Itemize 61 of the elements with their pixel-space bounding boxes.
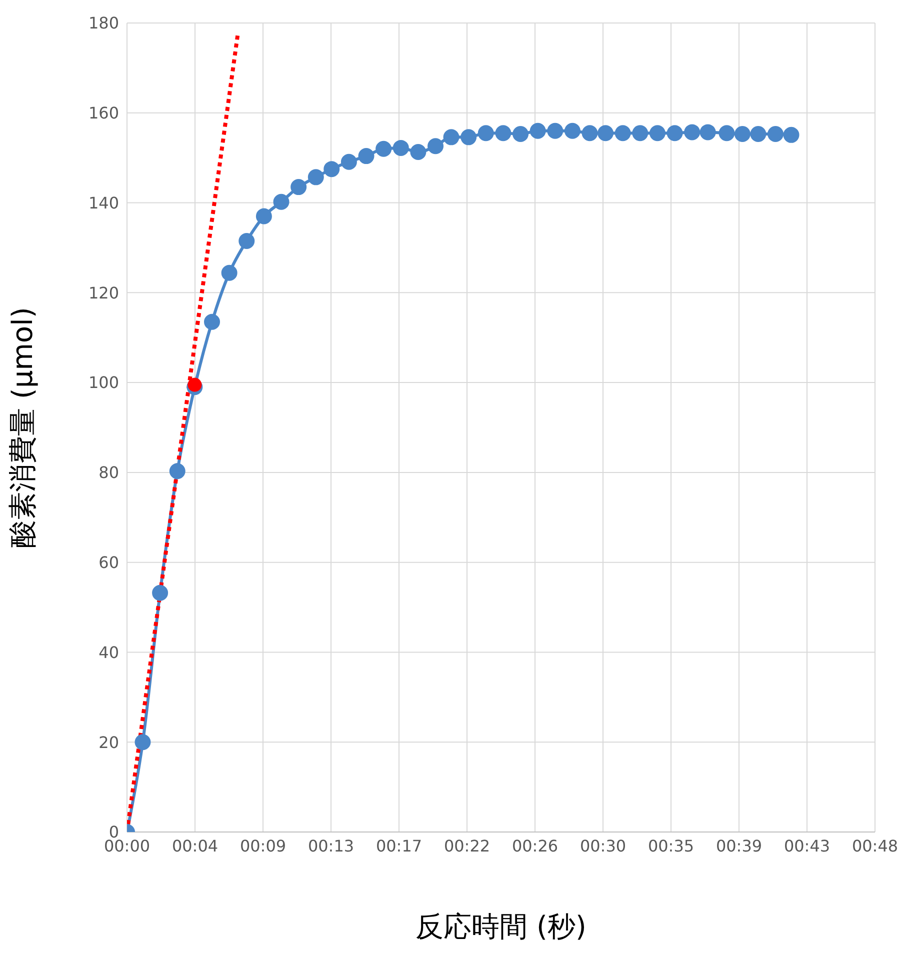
point <box>188 378 202 392</box>
point <box>684 124 700 140</box>
point <box>512 126 529 142</box>
point <box>768 126 784 142</box>
point <box>718 125 735 142</box>
x-tick-label: 00:39 <box>716 836 762 856</box>
point <box>410 144 426 160</box>
point <box>750 126 766 142</box>
point <box>204 314 220 330</box>
point <box>169 463 186 480</box>
point <box>376 140 392 157</box>
x-tick-label: 00:04 <box>172 836 218 856</box>
y-tick-label: 40 <box>98 642 119 662</box>
point <box>460 129 477 146</box>
x-tick-label: 00:13 <box>308 836 354 856</box>
point <box>152 584 168 601</box>
point <box>632 125 648 142</box>
x-tick-label: 00:09 <box>240 836 286 856</box>
y-tick-label: 100 <box>88 373 119 392</box>
point <box>582 125 598 142</box>
y-axis-title: 酸素消費量 (µmol) <box>6 307 39 548</box>
point <box>614 125 631 142</box>
x-tick-label: 00:35 <box>648 836 694 856</box>
point <box>358 148 374 164</box>
point <box>495 125 512 142</box>
point <box>666 125 683 142</box>
x-tick-label: 00:22 <box>444 836 490 856</box>
point <box>340 154 357 170</box>
point <box>134 734 151 750</box>
y-tick-label: 20 <box>98 732 119 752</box>
y-tick-label: 160 <box>88 104 119 123</box>
point <box>256 208 272 224</box>
point <box>428 138 444 154</box>
point <box>598 125 614 142</box>
point <box>530 122 546 139</box>
x-tick-label: 00:48 <box>852 836 898 856</box>
x-axis-title: 反応時間 (秒) <box>416 910 586 943</box>
point <box>290 179 307 196</box>
point <box>700 124 716 140</box>
x-tick-label: 00:26 <box>512 836 558 856</box>
point <box>221 264 238 281</box>
point <box>564 122 580 139</box>
point <box>308 169 324 186</box>
point <box>392 140 409 156</box>
point <box>478 125 494 142</box>
y-tick-label: 60 <box>98 553 119 572</box>
point <box>649 125 666 142</box>
point <box>783 126 800 143</box>
point <box>238 232 255 249</box>
x-tick-label: 00:43 <box>784 836 830 856</box>
x-tick-label: 00:17 <box>376 836 422 856</box>
y-tick-label: 120 <box>88 283 119 302</box>
point <box>443 129 460 146</box>
y-tick-label: 80 <box>98 463 119 482</box>
y-tick-label: 140 <box>88 193 119 212</box>
x-tick-label: 00:30 <box>580 836 626 856</box>
point <box>547 122 564 139</box>
point <box>734 126 750 142</box>
point <box>324 161 340 178</box>
y-tick-label: 180 <box>88 14 119 33</box>
point <box>273 194 290 210</box>
